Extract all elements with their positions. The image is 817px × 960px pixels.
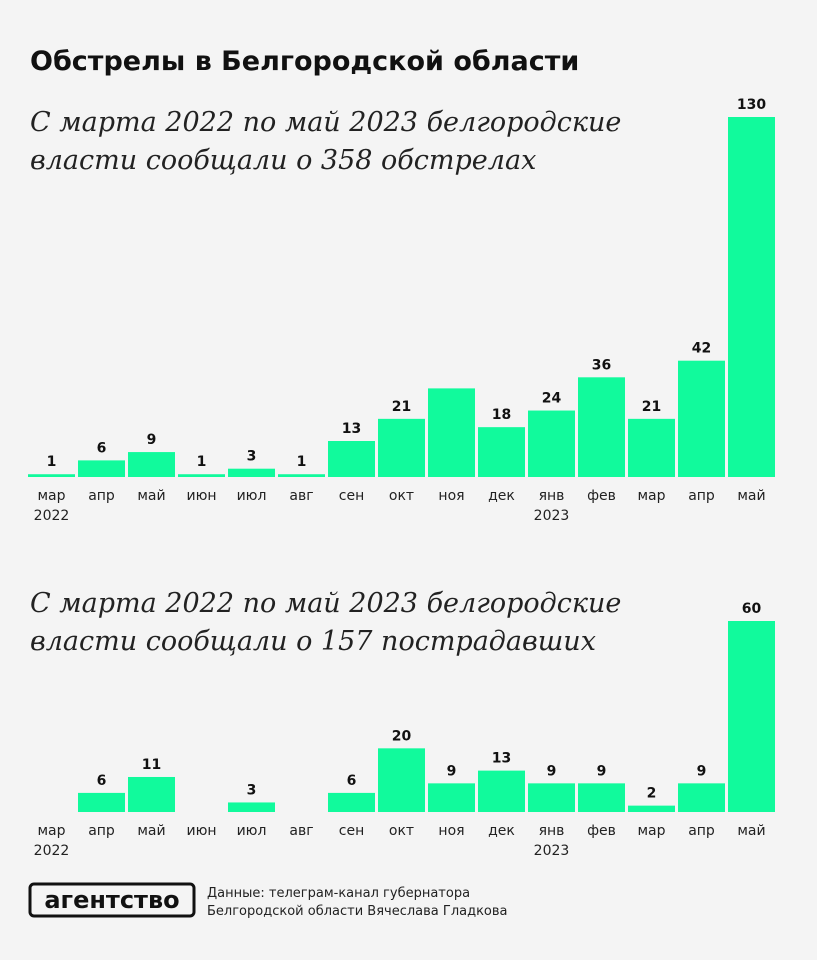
- value-label: 11: [142, 757, 161, 773]
- x-tick-label: сен: [339, 488, 364, 504]
- x-tick-year: 2022: [34, 508, 70, 524]
- x-tick-label: фев: [587, 823, 616, 839]
- x-tick-label: июл: [237, 488, 267, 504]
- x-tick-label: окт: [389, 823, 414, 839]
- x-tick-label: авг: [289, 823, 313, 839]
- x-tick-label: июн: [186, 823, 216, 839]
- value-label: 1: [297, 454, 307, 470]
- x-tick-label: окт: [389, 488, 414, 504]
- x-tick-label: июн: [186, 488, 216, 504]
- source: Белгородской области Вячеслава Гладкова: [207, 904, 508, 919]
- bar: [528, 783, 575, 812]
- bar: [678, 783, 725, 812]
- value-label: 42: [692, 341, 711, 357]
- value-label: 1: [197, 454, 207, 470]
- value-label: 9: [597, 763, 607, 779]
- x-tick-label: мар: [37, 823, 65, 839]
- bar: [128, 776, 175, 812]
- x-tick-label: май: [137, 488, 165, 504]
- bar: [378, 748, 425, 812]
- bar: [578, 377, 625, 477]
- value-label: 130: [737, 97, 766, 113]
- x-tick-label: май: [737, 488, 765, 504]
- x-tick-label: мар: [37, 488, 65, 504]
- bar: [478, 770, 525, 812]
- bar: [328, 792, 375, 812]
- x-tick-label: апр: [88, 488, 115, 504]
- x-tick-year: 2023: [534, 508, 570, 524]
- value-label: 24: [542, 391, 562, 407]
- value-label: 36: [592, 357, 611, 373]
- bar: [278, 474, 325, 477]
- logo-frame: [28, 882, 196, 918]
- bar: [28, 474, 75, 477]
- x-tick-label: июл: [237, 823, 267, 839]
- value-label: 3: [247, 449, 257, 465]
- bar: [78, 792, 125, 812]
- x-tick-label: янв: [539, 823, 565, 839]
- bar: [228, 802, 275, 812]
- value-label: 13: [492, 751, 511, 767]
- x-tick-label: апр: [688, 823, 715, 839]
- value-label: 9: [147, 432, 157, 448]
- value-label: 3: [247, 782, 257, 798]
- x-tick-label: дек: [488, 488, 515, 504]
- bar: [728, 117, 775, 477]
- value-label: 9: [697, 763, 707, 779]
- value-label: 6: [97, 773, 107, 789]
- bar: [528, 410, 575, 477]
- value-label: 9: [547, 763, 557, 779]
- bar: [628, 805, 675, 812]
- bar: [178, 474, 225, 477]
- x-tick-label: сен: [339, 823, 364, 839]
- x-tick-label: авг: [289, 488, 313, 504]
- value-label: 21: [392, 399, 411, 415]
- value-label: 18: [492, 407, 511, 423]
- value-label: 2: [647, 786, 657, 802]
- bar: [128, 452, 175, 477]
- title: Обстрелы в Белгородской области: [30, 46, 579, 77]
- bar: [478, 427, 525, 477]
- bar: [428, 783, 475, 812]
- x-tick-label: фев: [587, 488, 616, 504]
- subtitle: власти сообщали о 157 пострадавших: [30, 626, 596, 657]
- source: Данные: телеграм-канал губернатора: [207, 886, 470, 901]
- value-label: 21: [642, 399, 661, 415]
- value-label: 6: [347, 773, 357, 789]
- logo: агентство: [44, 886, 179, 914]
- x-tick-label: апр: [688, 488, 715, 504]
- x-tick-label: апр: [88, 823, 115, 839]
- bar: [728, 621, 775, 812]
- x-tick-year: 2022: [34, 843, 70, 859]
- x-tick-label: янв: [539, 488, 565, 504]
- value-label: 60: [742, 601, 762, 617]
- x-tick-label: май: [737, 823, 765, 839]
- x-tick-label: ноя: [438, 488, 464, 504]
- bar: [378, 418, 425, 477]
- bar: [78, 460, 125, 477]
- subtitle: власти сообщали о 358 обстрелах: [30, 145, 536, 176]
- subtitle: С марта 2022 по май 2023 белгородские: [30, 588, 621, 619]
- value-label: 13: [342, 421, 361, 437]
- bar: [228, 468, 275, 477]
- x-tick-label: ноя: [438, 823, 464, 839]
- subtitle: С марта 2022 по май 2023 белгородские: [30, 107, 621, 138]
- value-label: 20: [392, 728, 412, 744]
- value-label: 1: [47, 454, 57, 470]
- x-tick-year: 2023: [534, 843, 570, 859]
- bar: [428, 388, 475, 477]
- bar: [678, 360, 725, 477]
- value-label: 9: [447, 763, 457, 779]
- x-tick-label: мар: [637, 488, 665, 504]
- x-tick-label: дек: [488, 823, 515, 839]
- x-tick-label: мар: [637, 823, 665, 839]
- x-tick-label: май: [137, 823, 165, 839]
- bar: [578, 783, 625, 812]
- value-label: 6: [97, 440, 107, 456]
- bar: [628, 418, 675, 477]
- bar: [328, 441, 375, 477]
